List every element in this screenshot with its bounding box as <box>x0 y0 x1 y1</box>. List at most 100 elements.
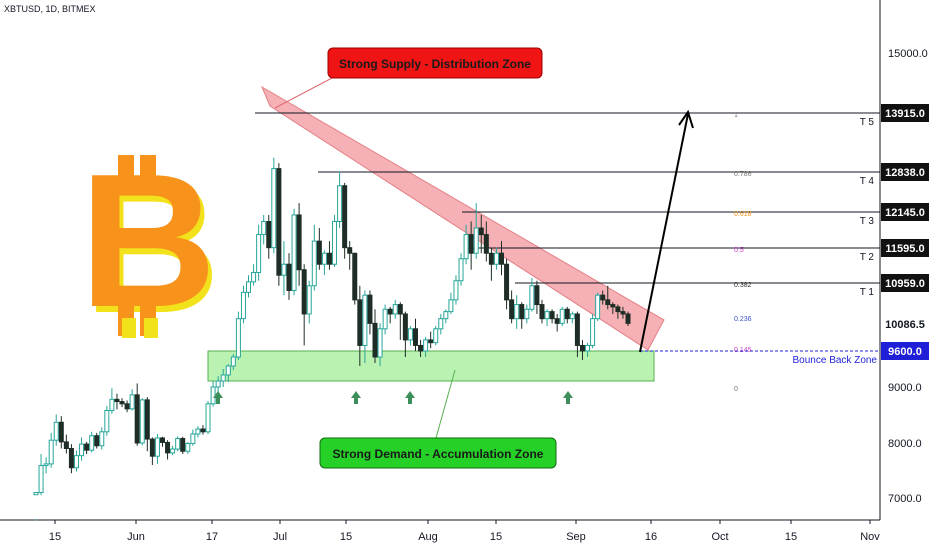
candle <box>215 376 221 393</box>
candle <box>281 241 287 296</box>
candle-body <box>407 328 413 341</box>
demand-callout: Strong Demand - Accumulation Zone <box>319 437 557 469</box>
candle-body <box>154 437 160 457</box>
candle <box>493 247 499 270</box>
candle-body <box>210 386 216 405</box>
candle-body <box>326 252 332 265</box>
bounce-price-tag <box>881 342 929 360</box>
x-tick-label: 16 <box>645 531 657 543</box>
candle <box>291 208 297 296</box>
supply-callout-label: Strong Supply - Distribution Zone <box>339 57 531 71</box>
x-tick-label: 17 <box>206 531 218 543</box>
fib-ratio-label: 0.236 <box>734 316 752 323</box>
candle <box>159 436 165 447</box>
candle <box>488 247 494 281</box>
candle-body <box>473 227 479 254</box>
candle <box>99 427 105 450</box>
y-tick-label: 15000.0 <box>888 48 928 60</box>
candle-body <box>433 328 439 344</box>
candle-body <box>362 294 368 346</box>
candle <box>529 277 535 312</box>
candle <box>544 309 550 327</box>
bitcoin-logo: B B <box>79 135 220 353</box>
candle-body <box>261 220 267 236</box>
candle <box>53 414 59 446</box>
candle <box>443 309 449 324</box>
candle-body <box>493 252 499 265</box>
candle <box>574 311 580 357</box>
candle <box>605 285 611 310</box>
candle <box>311 224 317 291</box>
candle <box>84 441 90 454</box>
candle <box>579 339 585 360</box>
candle-body <box>544 311 550 320</box>
candle-body <box>458 258 464 282</box>
supply-zone <box>260 85 665 351</box>
demand-zone <box>207 350 655 382</box>
candle <box>210 381 216 407</box>
fib-ratio-label: 0.618 <box>734 211 752 218</box>
candle-body <box>311 240 317 287</box>
candle <box>585 342 591 357</box>
candle-body <box>524 308 530 320</box>
candle-body <box>559 308 565 324</box>
target-level-label: T 4 <box>860 176 875 187</box>
candle <box>230 354 236 371</box>
x-tick-label: Nov <box>860 531 880 543</box>
candle-body <box>220 374 226 382</box>
demand-callout-label: Strong Demand - Accumulation Zone <box>333 447 544 461</box>
candle <box>235 311 241 360</box>
candle <box>468 221 474 270</box>
projection-arrow <box>639 109 694 353</box>
candle <box>190 429 196 446</box>
candle <box>89 431 95 453</box>
price-tag <box>881 239 929 257</box>
candle <box>79 437 85 461</box>
candle <box>600 290 606 305</box>
candle <box>372 309 378 363</box>
candle <box>463 224 469 265</box>
fib-ratio-label: 0.786 <box>734 171 752 178</box>
candle-body <box>316 240 322 265</box>
candle-body <box>104 410 110 433</box>
candle <box>205 401 211 435</box>
candle-body <box>387 308 393 315</box>
candle-body <box>564 308 570 320</box>
candle <box>251 264 257 286</box>
candle <box>68 444 74 474</box>
price-tag <box>881 163 929 181</box>
candle <box>569 311 575 324</box>
candle <box>357 285 363 366</box>
candle <box>412 318 418 351</box>
target-level-label: T 5 <box>860 117 875 128</box>
fib-ratio-label: 0.382 <box>734 282 752 289</box>
price-tag-label: 11595.0 <box>885 243 924 255</box>
candle-body <box>139 399 145 444</box>
supply-callout-pointer <box>274 77 333 109</box>
candle-body <box>276 168 282 276</box>
candle-body <box>509 299 515 320</box>
candle <box>165 440 171 460</box>
candle <box>615 304 621 319</box>
bounce-price-label: 9600.0 <box>888 346 922 358</box>
candle-body <box>230 356 236 367</box>
candle-body <box>605 299 611 306</box>
candle <box>139 398 145 446</box>
candle-body <box>165 441 171 454</box>
candle <box>144 397 150 452</box>
candle <box>58 416 64 449</box>
y-tick-label: 9000.0 <box>888 382 922 394</box>
current-price-label: 10086.5 <box>885 319 925 331</box>
candle-body <box>180 438 186 452</box>
candle <box>337 171 343 229</box>
candle <box>154 434 160 464</box>
candle-body <box>114 398 120 403</box>
candle-body <box>418 344 424 352</box>
candle <box>170 445 176 456</box>
candle-body <box>38 465 44 493</box>
candle <box>499 241 505 276</box>
candle <box>38 454 44 496</box>
candle-body <box>574 313 580 346</box>
